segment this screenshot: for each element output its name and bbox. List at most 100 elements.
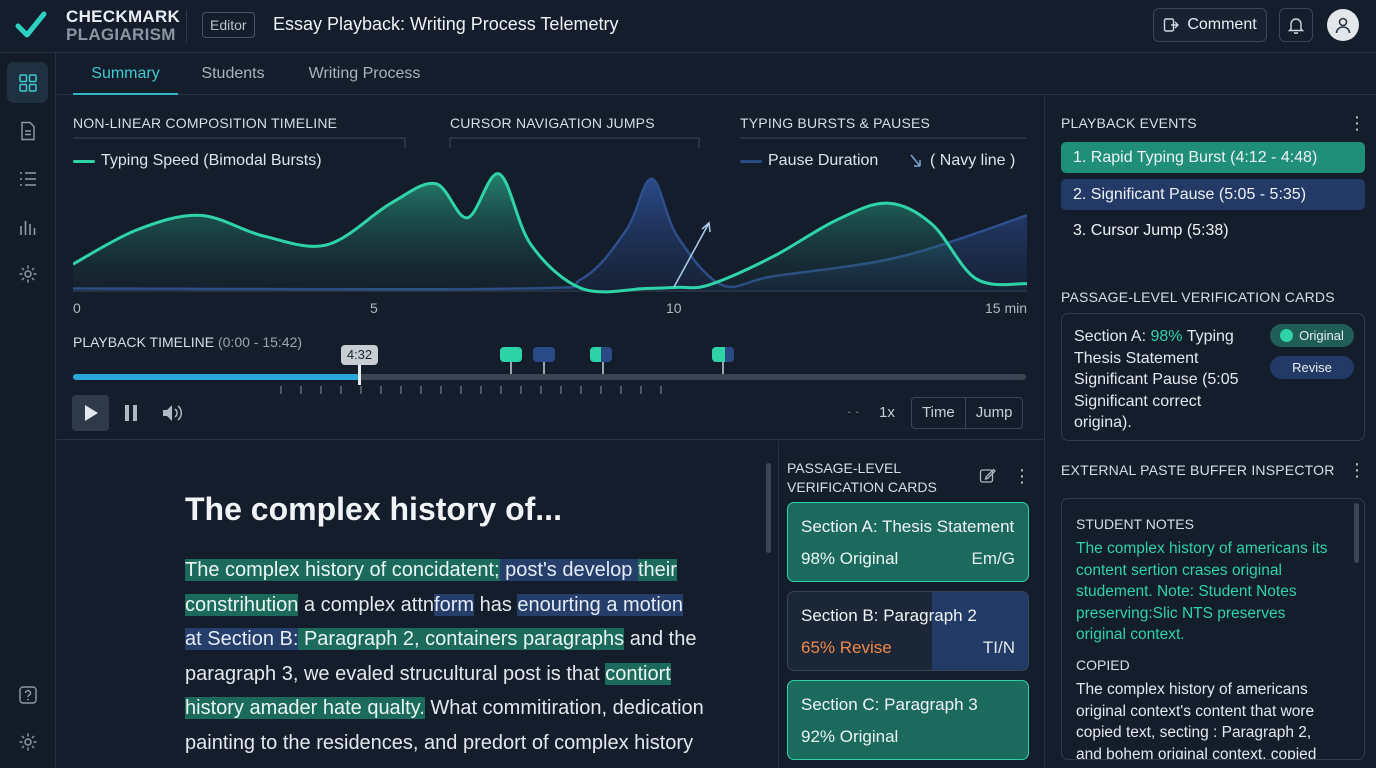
event-marker[interactable] (590, 347, 612, 362)
volume-button[interactable] (157, 397, 189, 429)
mid-cards-header-line1: PASSAGE-LEVEL (787, 460, 902, 476)
playback-events-title: PLAYBACK EVENTS (1061, 115, 1197, 131)
events-menu-icon[interactable]: ⋮ (1348, 113, 1366, 133)
verification-card-a[interactable]: Section A: Thesis Statement 98% Original… (787, 502, 1029, 582)
tab-writing-process[interactable]: Writing Process (308, 65, 421, 82)
cursor-jump-arrow (673, 222, 710, 288)
essay-text: paragraph 3, we evaled strucultural post… (185, 663, 606, 685)
essay-text: has (474, 594, 518, 616)
list-icon (19, 171, 36, 186)
passage-card-line: Section A: 98% Typing (1074, 326, 1239, 348)
sidebar-item-preferences[interactable] (7, 721, 48, 762)
tab-students[interactable]: Students (201, 65, 265, 82)
highlighted-span[interactable]: history amader hate qualty. (185, 697, 425, 719)
speed-handle[interactable]: · · (847, 404, 860, 419)
comment-button[interactable]: Comment (1153, 8, 1267, 42)
pause-button[interactable] (115, 397, 147, 429)
event-marker[interactable] (500, 347, 522, 362)
verification-cards-column (778, 441, 1043, 768)
brand-line-2: PLAGIARISM (66, 25, 176, 44)
event-item[interactable]: 1. Rapid Typing Burst (4:12 - 4:48) (1061, 142, 1365, 173)
passage-verification-card[interactable]: Section A: 98% Typing Thesis Statement S… (1061, 313, 1365, 441)
sidebar-item-analytics[interactable] (7, 206, 48, 247)
essay-title: The complex history of... (185, 491, 562, 527)
passage-card-line: Thesis Statement (1074, 349, 1199, 367)
brand-line-1: CHECKMARK (66, 7, 181, 26)
highlighted-span[interactable]: at (185, 628, 202, 650)
sidebar (0, 53, 56, 768)
highlighted-span[interactable]: constrihution (185, 594, 299, 616)
legend-pause-label: Pause Duration (768, 152, 879, 169)
highlighted-span[interactable]: their (637, 559, 677, 581)
passage-suffix: Typing (1182, 328, 1234, 345)
inspector-menu-icon[interactable]: ⋮ (1348, 460, 1366, 480)
playhead[interactable] (358, 365, 361, 385)
highlighted-span[interactable]: Paragraph 2, containers paragraphs (298, 628, 625, 650)
playback-title: PLAYBACK TIMELINE (0:00 - 15:42) (73, 334, 302, 350)
mid-cards-header-line2: VERIFICATION CARDS (787, 479, 937, 495)
essay-text: painting to the residences, and predort … (185, 732, 694, 754)
tab-summary[interactable]: Summary (73, 53, 178, 95)
event-marker[interactable] (533, 347, 555, 362)
essay-line: history amader hate qualty. What commiti… (185, 694, 704, 722)
brand-logo: CHECKMARK PLAGIARISM (66, 8, 180, 44)
sidebar-item-dashboard[interactable] (7, 62, 48, 103)
student-notes: The complex history of americans its con… (1076, 538, 1328, 646)
card-tag: Em/G (971, 549, 1015, 568)
highlighted-span[interactable]: Section B: (201, 628, 299, 650)
typing-speed-area (73, 173, 1027, 292)
passage-percent: 98% (1150, 328, 1183, 345)
highlighted-span[interactable]: form (434, 594, 475, 616)
page-title: Essay Playback: Writing Process Telemetr… (273, 14, 619, 34)
highlighted-span[interactable]: The complex history of concidatent; (185, 559, 500, 581)
essay-text: and the (624, 628, 697, 650)
cursor-jumps-title: CURSOR NAVIGATION JUMPS (450, 115, 655, 131)
comment-label: Comment (1187, 16, 1257, 33)
playhead-tooltip: 4:32 (341, 345, 378, 365)
revise-pill[interactable]: Revise (1270, 356, 1354, 379)
original-pill[interactable]: Original (1270, 324, 1354, 347)
user-avatar[interactable] (1327, 9, 1359, 41)
notes-line: original context. (1076, 626, 1185, 643)
playback-track[interactable] (73, 374, 1026, 380)
verification-card-c[interactable]: Section C: Paragraph 3 92% Original (787, 680, 1029, 760)
event-marker[interactable] (712, 347, 734, 362)
playback-speed[interactable]: 1x (879, 404, 895, 421)
playback-progress (73, 374, 359, 380)
essay-line: at Section B: Paragraph 2, containers pa… (185, 625, 696, 653)
highlighted-span[interactable]: post's develop (499, 559, 638, 581)
pause-icon (125, 405, 137, 421)
mid-cards-header: PASSAGE-LEVEL VERIFICATION CARDS (787, 459, 937, 497)
bursts-pauses-title: TYPING BURSTS & PAUSES (740, 115, 931, 131)
mid-cards-menu-icon[interactable]: ⋮ (1013, 466, 1031, 486)
sidebar-item-list[interactable] (7, 158, 48, 199)
essay-text: What commitiration, dedication (424, 697, 704, 719)
legend-speed-label: Typing Speed (Bimodal Bursts) (101, 152, 322, 169)
status-dot-icon (1280, 329, 1294, 342)
tab-bar: Summary Students Writing Process (57, 53, 1376, 95)
highlighted-span[interactable]: contiort (605, 663, 671, 685)
help-icon (18, 685, 37, 704)
essay-scrollbar[interactable] (766, 463, 771, 553)
jump-mode-button[interactable]: Jump (964, 398, 1023, 428)
play-button[interactable] (72, 395, 109, 431)
sidebar-item-settings[interactable] (7, 253, 48, 294)
sidebar-item-documents[interactable] (7, 110, 48, 151)
time-mode-button[interactable]: Time (922, 404, 955, 421)
event-item[interactable]: 2. Significant Pause (5:05 - 5:35) (1061, 179, 1365, 210)
event-item[interactable]: 3. Cursor Jump (5:38) (1073, 222, 1229, 239)
notifications-button[interactable] (1279, 8, 1313, 42)
highlighted-span[interactable]: enourting a motion (517, 594, 684, 616)
legend-speed-swatch (73, 160, 95, 163)
composition-chart (73, 172, 1027, 294)
verification-card-b[interactable]: Section B: Paragraph 2 65% Revise TI/N (787, 591, 1029, 671)
copied-line: The complex history of americans (1076, 681, 1308, 698)
edit-icon[interactable] (979, 467, 996, 484)
card-title: Section A: Thesis Statement (801, 517, 1015, 536)
essay-line: paragraph 3, we evaled strucultural post… (185, 660, 671, 688)
top-bar: CHECKMARK PLAGIARISM Editor Essay Playba… (0, 0, 1376, 53)
sidebar-item-help[interactable] (7, 674, 48, 715)
header-divider (186, 10, 187, 42)
inspector-scrollbar[interactable] (1354, 503, 1359, 563)
legend-navy-label: ( Navy line ) (930, 152, 1016, 169)
